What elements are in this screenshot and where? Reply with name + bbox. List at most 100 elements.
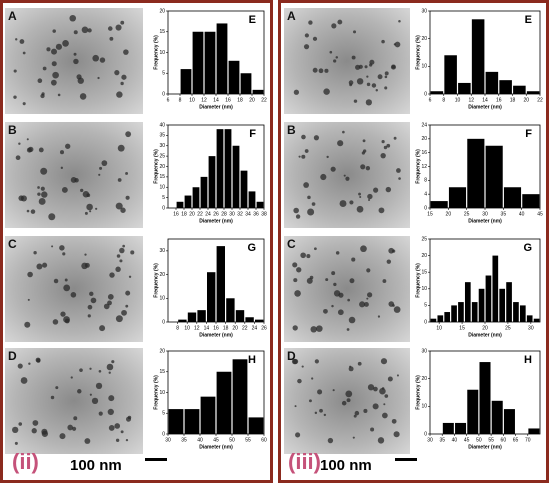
particle	[24, 321, 31, 328]
y-tick-label: 30	[421, 8, 427, 14]
particle	[62, 40, 69, 47]
particle	[117, 144, 125, 152]
particle	[53, 278, 59, 284]
x-tick-label: 35	[181, 437, 187, 443]
particle	[362, 139, 366, 143]
bar	[444, 55, 457, 94]
x-tick-label: 40	[519, 211, 525, 217]
particle	[40, 186, 45, 191]
particle	[314, 411, 318, 415]
particle	[70, 376, 73, 379]
particle	[304, 149, 309, 153]
x-tick-label: 26	[261, 325, 267, 331]
x-tick-label: 10	[455, 97, 461, 103]
particle	[15, 155, 21, 161]
x-tick-label: 20	[446, 211, 452, 217]
bar	[255, 319, 264, 322]
particle	[339, 200, 347, 208]
bar	[485, 275, 492, 322]
particle	[375, 89, 378, 92]
particle	[396, 168, 401, 173]
bar	[503, 409, 515, 434]
particle	[42, 66, 47, 71]
particle	[120, 207, 126, 213]
particle	[41, 191, 48, 198]
x-tick-label: 24	[252, 325, 258, 331]
particle	[59, 245, 65, 251]
x-tick-label: 14	[204, 325, 210, 331]
bar	[224, 129, 232, 208]
particle	[391, 418, 397, 424]
particle	[316, 325, 323, 332]
particle	[108, 425, 115, 431]
x-tick-label: 10	[189, 97, 195, 103]
particle	[367, 292, 373, 298]
y-tick-label: 20	[159, 272, 165, 278]
particle	[38, 147, 44, 153]
bar	[503, 187, 522, 208]
particle	[125, 195, 130, 200]
particle	[384, 86, 388, 90]
bar	[478, 288, 485, 322]
image-label: C	[287, 237, 296, 251]
x-tick-label: 12	[201, 97, 207, 103]
particle	[98, 411, 103, 416]
particle	[333, 59, 337, 63]
particle	[89, 291, 94, 297]
particle	[346, 328, 350, 331]
particle	[26, 147, 32, 153]
bar	[168, 409, 184, 434]
x-tick-label: 20	[523, 97, 529, 103]
y-tick-label: 0	[162, 205, 165, 211]
particle	[381, 140, 385, 144]
particle	[99, 57, 106, 63]
particle	[307, 208, 315, 216]
particle	[84, 253, 87, 256]
particle	[57, 93, 61, 97]
y-tick-label: 0	[424, 431, 427, 437]
x-tick-label: 15	[459, 325, 465, 331]
bar	[178, 319, 187, 322]
bar	[248, 417, 264, 434]
bar	[207, 272, 216, 322]
particle	[365, 166, 371, 171]
particle	[373, 386, 378, 392]
particle	[109, 36, 114, 41]
bar	[180, 69, 192, 94]
particle	[27, 298, 30, 301]
particle	[367, 384, 375, 391]
particle	[314, 359, 319, 364]
panel-border	[278, 0, 549, 483]
particle	[84, 211, 88, 215]
particle	[61, 187, 68, 193]
bar	[458, 82, 471, 94]
x-tick-label: 22	[537, 97, 543, 103]
particle	[349, 200, 354, 205]
chart-title: E	[249, 14, 256, 26]
x-tick-label: 20	[232, 325, 238, 331]
x-tick-label: 14	[482, 97, 488, 103]
particle	[353, 99, 358, 103]
particle	[86, 203, 93, 211]
scale-bar-label: 100 nm	[70, 457, 122, 474]
particle	[358, 192, 361, 196]
particle	[312, 36, 318, 41]
x-tick-label: 10	[436, 325, 442, 331]
bar	[187, 312, 197, 322]
particle	[293, 207, 299, 214]
x-axis-label: Diameter (nm)	[468, 332, 502, 338]
bar	[248, 191, 256, 208]
particle	[372, 403, 379, 410]
chart-title: E	[525, 14, 532, 26]
particle	[365, 99, 372, 106]
particle	[314, 247, 317, 251]
y-tick-label: 40	[159, 122, 165, 128]
particle	[293, 278, 298, 283]
particle	[301, 134, 306, 140]
particle	[95, 382, 103, 390]
bar	[471, 19, 485, 94]
y-axis-label: Frequency (%)	[415, 35, 421, 70]
y-tick-label: 10	[159, 390, 165, 396]
bar	[528, 428, 540, 434]
particle	[313, 135, 320, 141]
